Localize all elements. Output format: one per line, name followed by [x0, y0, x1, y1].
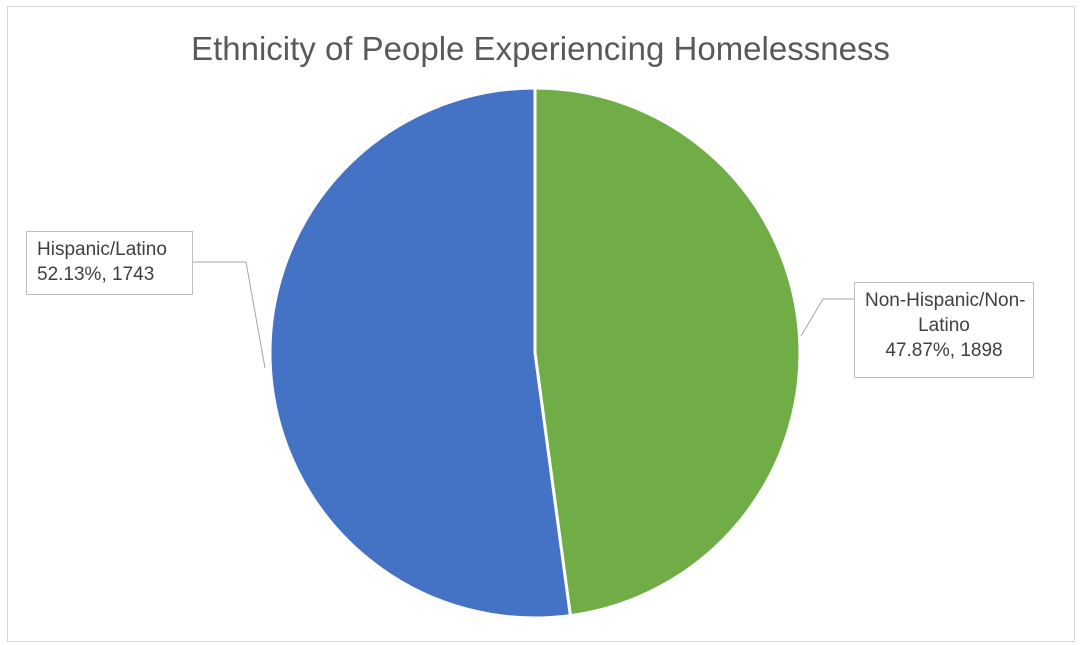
leader-line-non-hispanic	[800, 298, 854, 337]
data-label-non-hispanic: Non-Hispanic/Non- Latino 47.87%, 1898	[854, 282, 1034, 378]
chart-title: Ethnicity of People Experiencing Homeles…	[191, 30, 890, 67]
slice-label-non-hispanic-line2: Latino	[918, 315, 970, 336]
pie-slice-non-hispanic	[533, 86, 802, 618]
slice-value-hispanic-latino: 52.13%, 1743	[37, 264, 155, 285]
slice-value-non-hispanic: 47.87%, 1898	[885, 340, 1003, 361]
slice-label-hispanic-latino: Hispanic/Latino	[37, 239, 167, 260]
pie-slice-hispanic-latino	[268, 86, 572, 620]
slice-label-non-hispanic-line1: Non-Hispanic/Non-	[865, 290, 1026, 311]
leader-line-hispanic-latino	[193, 261, 266, 369]
data-label-hispanic-latino: Hispanic/Latino 52.13%, 1743	[26, 231, 193, 295]
